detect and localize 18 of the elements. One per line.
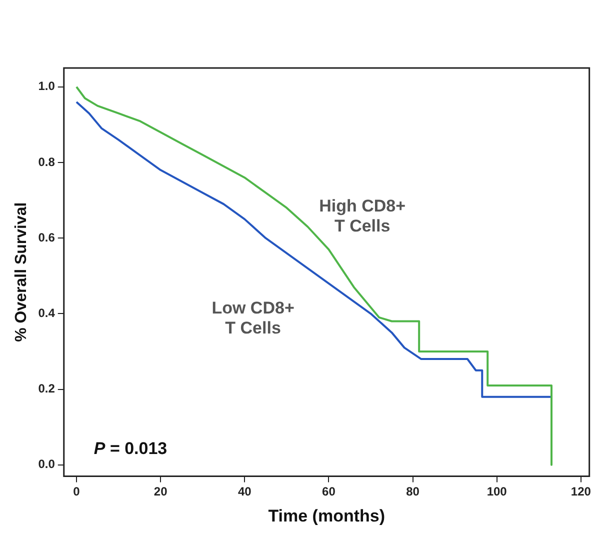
- x-tick-label: 120: [570, 484, 592, 499]
- x-tick-label: 0: [73, 484, 80, 499]
- y-tick-label: 0.6: [38, 230, 56, 244]
- y-tick-label: 0.8: [38, 154, 56, 169]
- y-tick-label: 0.2: [38, 382, 56, 396]
- x-tick-label: 60: [322, 484, 336, 499]
- x-axis-title: Time (months): [268, 506, 386, 526]
- y-tick-label: 0.0: [38, 457, 56, 472]
- x-tick-label: 20: [154, 484, 168, 499]
- x-tick-label: 80: [406, 484, 420, 499]
- series-label: High CD8+ T Cells: [319, 196, 406, 236]
- x-tick-label: 100: [486, 484, 508, 499]
- x-tick-label: 40: [238, 484, 252, 499]
- y-axis-title: % Overall Survival: [13, 202, 30, 342]
- y-tick-label: 0.4: [38, 306, 56, 320]
- y-tick-label: 1.0: [38, 79, 56, 94]
- series-label: Low CD8+ T Cells: [212, 298, 294, 338]
- annotation: P = 0.013: [94, 439, 168, 458]
